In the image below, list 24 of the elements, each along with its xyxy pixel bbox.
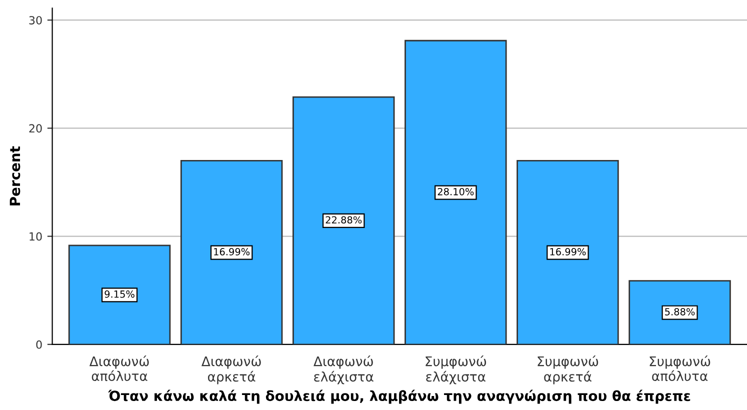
y-tick-label: 10 bbox=[30, 232, 42, 241]
bar bbox=[628, 280, 731, 344]
y-tick-label: 30 bbox=[29, 16, 42, 24]
data-label: 5.88% bbox=[665, 308, 695, 316]
y-axis-title: Percent bbox=[10, 146, 20, 206]
x-tick-label: Συμφωνώ ελάχιστα bbox=[426, 356, 486, 384]
x-tick-label: Διαφωνώ ελάχιστα bbox=[314, 356, 374, 384]
bar bbox=[68, 244, 171, 344]
data-label: 28.10% bbox=[438, 188, 474, 196]
data-label: 9.15% bbox=[104, 290, 134, 298]
y-tick-label: 0 bbox=[36, 340, 42, 349]
x-tick-label: Διαφωνώ αρκετά bbox=[201, 356, 261, 384]
data-label: 16.99% bbox=[550, 248, 586, 256]
bar bbox=[292, 96, 395, 344]
data-label: 16.99% bbox=[214, 248, 250, 256]
bar bbox=[404, 40, 507, 344]
bar bbox=[516, 160, 619, 344]
x-tick-label: Διαφωνώ απόλυτα bbox=[89, 356, 149, 382]
bar bbox=[180, 160, 283, 344]
x-tick-label: Συμφωνώ αρκετά bbox=[538, 356, 598, 384]
data-label: 22.88% bbox=[326, 216, 362, 224]
y-tick-label: 20 bbox=[29, 124, 42, 133]
x-tick-label: Συμφωνώ απόλυτα bbox=[650, 356, 710, 382]
x-axis-title: Όταν κάνω καλά τη δουλειά μου, λαμβάνω την αναγνώριση που θα έπρεπε bbox=[108, 390, 690, 404]
